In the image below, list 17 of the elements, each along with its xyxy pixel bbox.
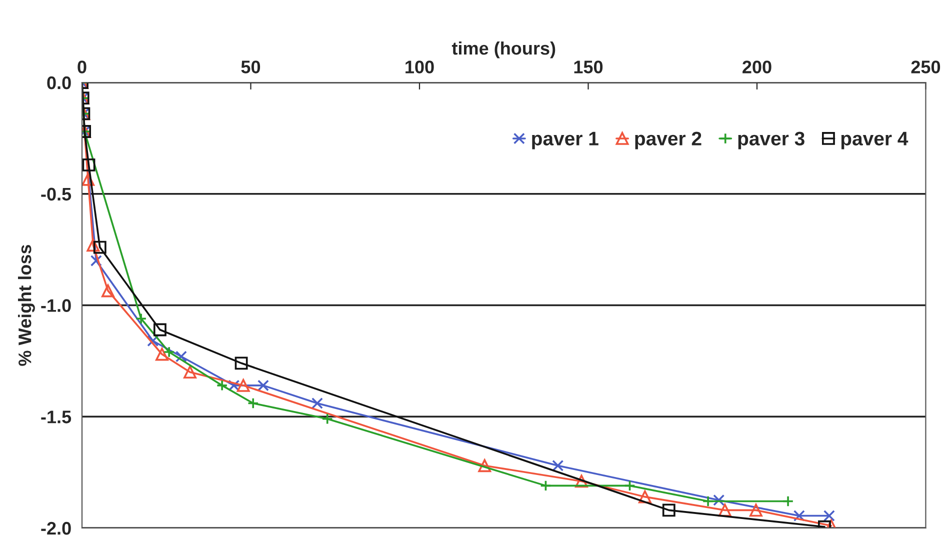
legend-label: paver 4 <box>841 132 908 150</box>
legend-label: paver 3 <box>738 132 804 150</box>
y-tick-label: -1.5 <box>41 410 72 424</box>
x-axis-title: time (hours) <box>452 41 556 58</box>
y-tick-label: -0.5 <box>41 188 72 201</box>
y-tick-label: -2.0 <box>41 522 71 535</box>
x-tick-label: 150 <box>574 60 603 74</box>
x-tick-label: 250 <box>911 60 940 74</box>
y-tick-label: 0.0 <box>47 76 71 90</box>
x-tick-label: 200 <box>742 60 772 74</box>
x-tick-label: 100 <box>406 60 434 74</box>
legend-label: paver 2 <box>635 132 702 150</box>
x-tick-label: 0 <box>78 60 86 74</box>
x-tick-label: 50 <box>241 60 260 74</box>
y-tick-label: -1.0 <box>41 299 71 312</box>
legend-label: paver 1 <box>532 132 598 150</box>
y-axis-title: % Weight loss <box>18 244 35 366</box>
